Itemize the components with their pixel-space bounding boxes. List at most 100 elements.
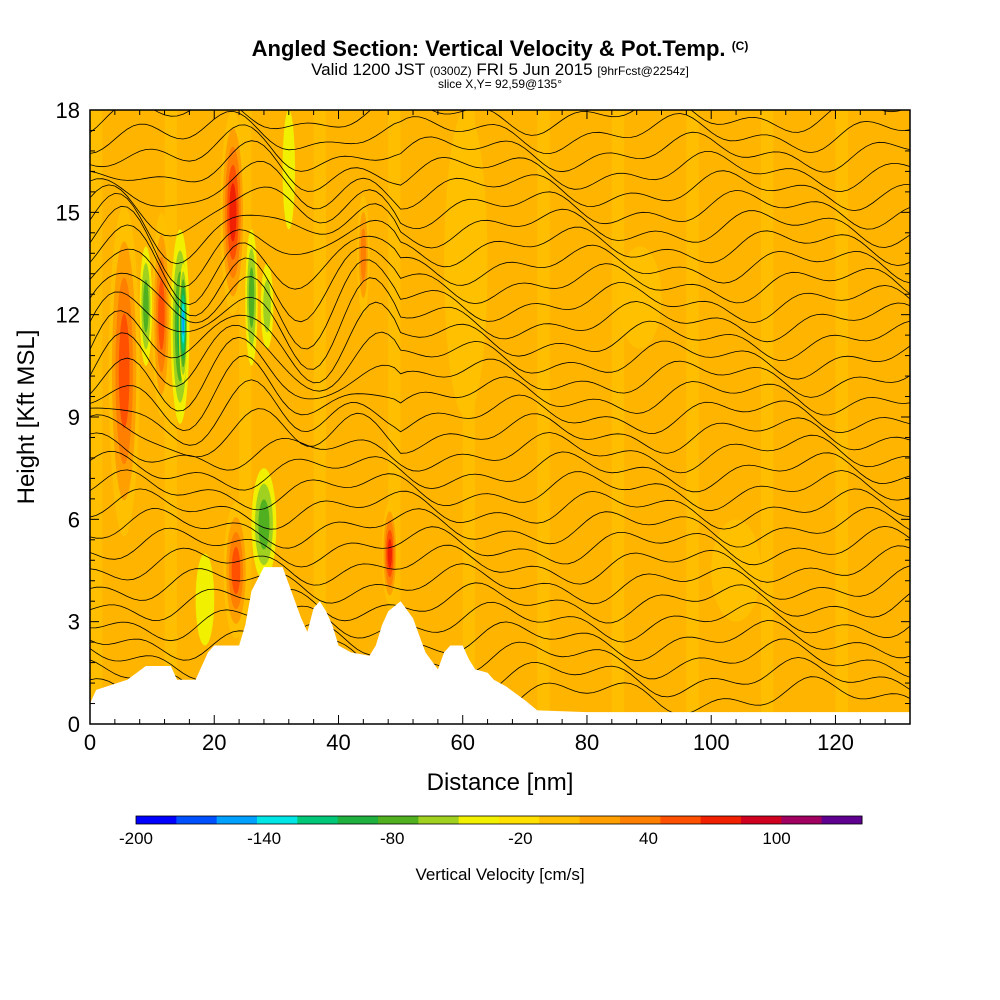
velocity-cell [182,310,185,336]
colorbar-swatch [781,816,823,824]
y-tick-label: 0 [68,712,80,737]
velocity-field [90,110,848,724]
y-tick-label: 15 [56,200,80,225]
velocity-cell [195,553,215,646]
pot-temp-contour [90,450,910,493]
valid-time-zulu: (0300Z) [429,64,472,78]
chart-title-text: Angled Section: Vertical Velocity & Pot.… [251,36,726,61]
colorbar-swatch [539,816,581,824]
colorbar-swatch [378,816,419,824]
chart-subtitle: Valid 1200 JST (0300Z) FRI 5 Jun 2015 [9… [0,60,1000,80]
velocity-cell [229,183,237,242]
velocity-cell [387,538,392,569]
x-tick-label: 20 [202,730,226,755]
y-axis-label: Height [Kft MSL] [13,330,40,505]
x-axis-label: Distance [nm] [427,769,574,796]
pot-temp-contour [90,563,910,605]
x-tick-label: 60 [450,730,474,755]
velocity-cell [360,228,367,282]
velocity-band [537,110,550,724]
colorbar-swatch [418,816,460,824]
field-background [90,110,910,724]
colorbar-swatch [700,816,742,824]
x-tick-label: 120 [817,730,854,755]
colorbar-tick-label: -20 [508,829,533,848]
velocity-band [313,110,327,724]
pot-temp-contour [90,205,910,288]
velocity-band [686,110,699,724]
pot-temp-contour [90,601,910,643]
slice-info: slice X,Y= 92,59@135° [437,77,563,91]
colorbar-swatch [499,816,540,824]
pot-temp-contour [90,277,910,370]
colorbar-swatch [257,816,298,824]
pot-temp-contour [90,140,910,192]
colorbar-swatch [136,816,177,824]
velocity-cell [258,499,270,550]
pot-temp-contour [90,488,910,530]
pot-temp-contour [90,469,910,512]
x-tick-label: 80 [575,730,599,755]
chart-title-unit: (C) [731,39,749,53]
velocity-cell [444,110,488,417]
x-tick-label: 40 [326,730,350,755]
pot-temp-contour [90,259,910,350]
pot-temp-contour [90,301,910,384]
velocity-cell [118,313,130,429]
colorbar-swatch [337,816,379,824]
pot-temp-contour [90,336,910,412]
colorbar-swatch [579,816,621,824]
velocity-cell [143,279,149,333]
x-tick-label: 100 [693,730,730,755]
x-tick-label: 0 [84,730,96,755]
pot-temp-contour [90,432,910,474]
pot-temp-contour [90,110,904,136]
velocity-cell [711,519,761,622]
velocity-cell [158,279,165,351]
terrain [90,567,910,724]
pot-temp-contour [90,544,910,586]
y-tick-label: 6 [68,507,80,532]
pot-temp-contour [90,582,910,624]
pot-temp-contour [90,192,910,265]
pot-temp-contour [90,525,910,568]
velocity-band [611,110,625,724]
y-tick-label: 12 [56,303,80,328]
forecast-info: [9hrFcst@2254z] [597,64,689,78]
valid-date: FRI 5 Jun 2015 [476,60,593,79]
colorbar-tick-label: 40 [639,829,658,848]
velocity-band [760,110,774,724]
colorbar-tick-label: -200 [119,829,153,848]
velocity-band [835,110,848,724]
pot-temp-contour [90,110,910,155]
pot-temp-contour [90,224,910,306]
colorbar-swatch [741,816,782,824]
pot-temp-contour [90,620,910,662]
pot-temp-contour [90,408,910,458]
velocity-cell [618,246,662,349]
valid-time-local: Valid 1200 JST [311,60,425,79]
colorbar-label: Vertical Velocity [cm/s] [415,865,584,884]
colorbar-swatch [620,816,661,824]
colorbar-swatch [821,816,863,824]
pot-temp-contour [90,124,910,173]
y-tick-label: 9 [68,405,80,430]
colorbar-swatch [660,816,702,824]
chart-title: Angled Section: Vertical Velocity & Pot.… [0,36,1000,62]
pot-temp-contour [90,355,910,432]
velocity-cell [231,546,241,595]
colorbar-tick-label: -80 [380,829,405,848]
colorbar-tick-label: -140 [247,829,281,848]
colorbar-swatch [458,816,500,824]
pot-temp-contour [90,379,910,446]
pot-temp-contour [90,507,910,549]
velocity-cell [263,279,271,333]
colorbar-swatch [216,816,258,824]
pot-temp-contour [90,184,910,237]
y-tick-label: 3 [68,610,80,635]
y-tick-label: 18 [56,98,80,123]
velocity-cell [282,110,295,230]
pot-temp-contour [90,160,910,212]
colorbar-swatch [176,816,218,824]
